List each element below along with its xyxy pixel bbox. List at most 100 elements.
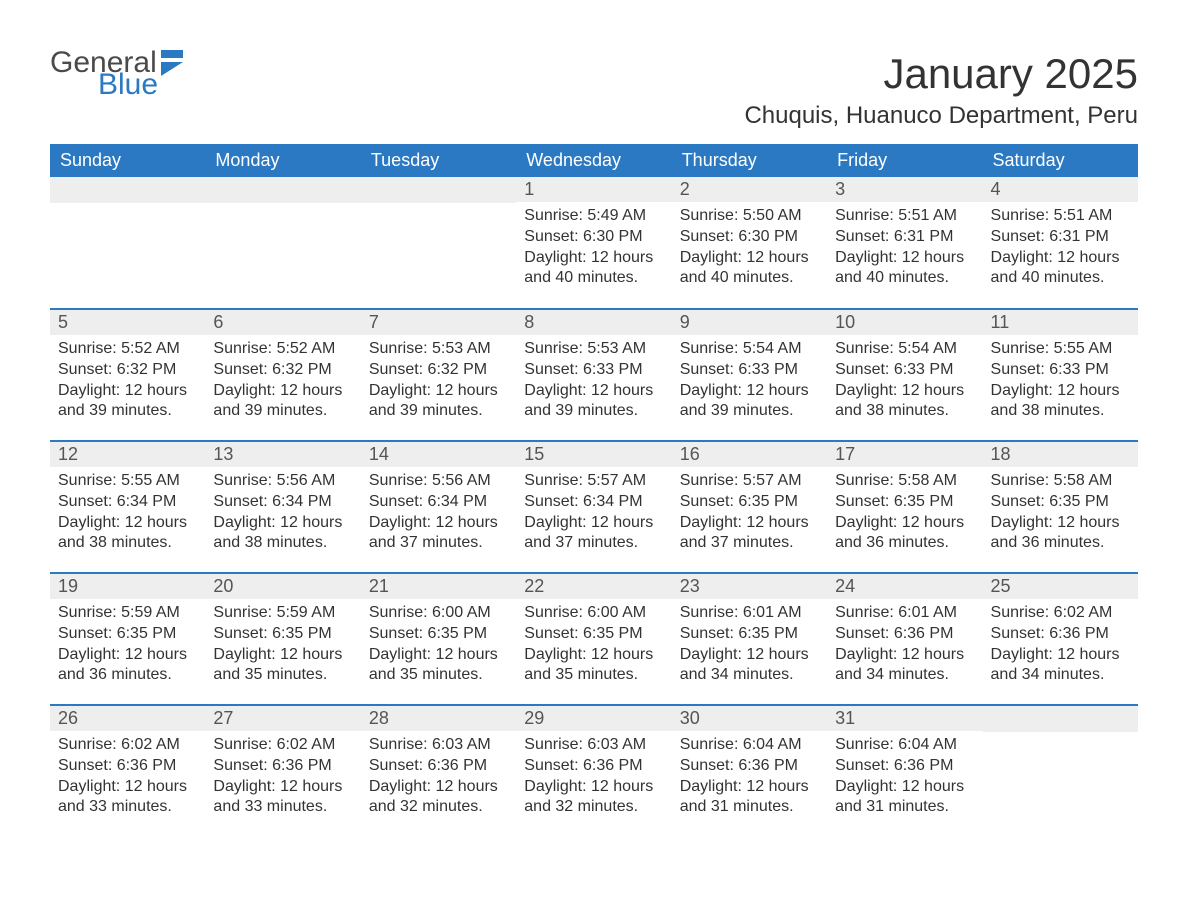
day-number: 18 <box>983 442 1138 467</box>
day-line: Sunset: 6:35 PM <box>835 492 974 513</box>
day-line: and 38 minutes. <box>213 533 352 554</box>
day-details: Sunrise: 5:59 AMSunset: 6:35 PMDaylight:… <box>50 599 205 694</box>
day-line: and 37 minutes. <box>680 533 819 554</box>
day-number: 5 <box>50 310 205 335</box>
day-line: Sunrise: 5:56 AM <box>213 471 352 492</box>
day-line: Sunset: 6:35 PM <box>680 624 819 645</box>
calendar-cell: 6Sunrise: 5:52 AMSunset: 6:32 PMDaylight… <box>205 309 360 441</box>
day-number: 29 <box>516 706 671 731</box>
day-line: Sunset: 6:35 PM <box>680 492 819 513</box>
day-line: Daylight: 12 hours <box>213 513 352 534</box>
day-number: 19 <box>50 574 205 599</box>
day-line: Sunrise: 5:55 AM <box>991 339 1130 360</box>
day-number: 20 <box>205 574 360 599</box>
day-line: Sunrise: 6:03 AM <box>369 735 508 756</box>
day-details: Sunrise: 5:53 AMSunset: 6:32 PMDaylight:… <box>361 335 516 430</box>
day-line: and 32 minutes. <box>369 797 508 818</box>
calendar-cell: 25Sunrise: 6:02 AMSunset: 6:36 PMDayligh… <box>983 573 1138 705</box>
calendar-cell: 2Sunrise: 5:50 AMSunset: 6:30 PMDaylight… <box>672 177 827 309</box>
day-line: Sunset: 6:34 PM <box>58 492 197 513</box>
day-details: Sunrise: 5:55 AMSunset: 6:34 PMDaylight:… <box>50 467 205 562</box>
day-details: Sunrise: 6:00 AMSunset: 6:35 PMDaylight:… <box>516 599 671 694</box>
day-line: Daylight: 12 hours <box>991 248 1130 269</box>
day-line: Sunrise: 5:50 AM <box>680 206 819 227</box>
calendar-cell <box>983 705 1138 837</box>
day-line: Sunset: 6:35 PM <box>58 624 197 645</box>
day-line: and 35 minutes. <box>213 665 352 686</box>
day-line: Sunset: 6:36 PM <box>369 756 508 777</box>
weekday-header: Thursday <box>672 144 827 177</box>
day-line: Sunset: 6:33 PM <box>835 360 974 381</box>
weekday-header: Wednesday <box>516 144 671 177</box>
day-details: Sunrise: 5:56 AMSunset: 6:34 PMDaylight:… <box>361 467 516 562</box>
day-line: and 38 minutes. <box>835 401 974 422</box>
day-details: Sunrise: 5:54 AMSunset: 6:33 PMDaylight:… <box>827 335 982 430</box>
day-line: and 39 minutes. <box>213 401 352 422</box>
day-line: and 35 minutes. <box>524 665 663 686</box>
day-line: Sunrise: 5:51 AM <box>991 206 1130 227</box>
day-details: Sunrise: 5:54 AMSunset: 6:33 PMDaylight:… <box>672 335 827 430</box>
calendar-cell: 15Sunrise: 5:57 AMSunset: 6:34 PMDayligh… <box>516 441 671 573</box>
calendar-cell <box>50 177 205 309</box>
day-line: and 33 minutes. <box>58 797 197 818</box>
day-line: Sunset: 6:35 PM <box>369 624 508 645</box>
day-line: Sunset: 6:35 PM <box>524 624 663 645</box>
day-line: Sunrise: 5:52 AM <box>58 339 197 360</box>
day-line: Daylight: 12 hours <box>680 645 819 666</box>
day-line: Sunset: 6:36 PM <box>680 756 819 777</box>
day-line: Daylight: 12 hours <box>213 381 352 402</box>
day-line: Daylight: 12 hours <box>680 777 819 798</box>
weekday-header: Saturday <box>983 144 1138 177</box>
day-details: Sunrise: 5:52 AMSunset: 6:32 PMDaylight:… <box>50 335 205 430</box>
calendar-table: SundayMondayTuesdayWednesdayThursdayFrid… <box>50 144 1138 837</box>
logo-word2: Blue <box>98 72 183 98</box>
calendar-cell: 10Sunrise: 5:54 AMSunset: 6:33 PMDayligh… <box>827 309 982 441</box>
day-number: 22 <box>516 574 671 599</box>
day-line: Sunrise: 5:54 AM <box>680 339 819 360</box>
day-line: Sunrise: 5:54 AM <box>835 339 974 360</box>
calendar-cell: 19Sunrise: 5:59 AMSunset: 6:35 PMDayligh… <box>50 573 205 705</box>
day-line: Sunset: 6:30 PM <box>680 227 819 248</box>
day-line: and 32 minutes. <box>524 797 663 818</box>
day-details: Sunrise: 5:58 AMSunset: 6:35 PMDaylight:… <box>983 467 1138 562</box>
day-line: Sunrise: 6:00 AM <box>524 603 663 624</box>
day-details: Sunrise: 5:57 AMSunset: 6:34 PMDaylight:… <box>516 467 671 562</box>
weekday-header: Friday <box>827 144 982 177</box>
day-line: and 34 minutes. <box>680 665 819 686</box>
day-line: Sunset: 6:36 PM <box>835 624 974 645</box>
day-line: and 31 minutes. <box>680 797 819 818</box>
day-line: Sunset: 6:33 PM <box>680 360 819 381</box>
day-line: Sunrise: 5:53 AM <box>524 339 663 360</box>
day-number: 9 <box>672 310 827 335</box>
calendar-cell: 1Sunrise: 5:49 AMSunset: 6:30 PMDaylight… <box>516 177 671 309</box>
day-line: Sunrise: 6:04 AM <box>835 735 974 756</box>
day-number: 24 <box>827 574 982 599</box>
day-line: and 40 minutes. <box>991 268 1130 289</box>
day-line: Daylight: 12 hours <box>524 513 663 534</box>
day-details: Sunrise: 6:03 AMSunset: 6:36 PMDaylight:… <box>361 731 516 826</box>
day-details: Sunrise: 5:59 AMSunset: 6:35 PMDaylight:… <box>205 599 360 694</box>
day-number: 14 <box>361 442 516 467</box>
calendar-cell: 27Sunrise: 6:02 AMSunset: 6:36 PMDayligh… <box>205 705 360 837</box>
day-line: Daylight: 12 hours <box>835 513 974 534</box>
calendar-cell <box>205 177 360 309</box>
day-line: and 39 minutes. <box>524 401 663 422</box>
day-line: Sunset: 6:32 PM <box>369 360 508 381</box>
day-details: Sunrise: 5:50 AMSunset: 6:30 PMDaylight:… <box>672 202 827 297</box>
calendar-cell: 7Sunrise: 5:53 AMSunset: 6:32 PMDaylight… <box>361 309 516 441</box>
day-line: and 40 minutes. <box>835 268 974 289</box>
day-line: and 34 minutes. <box>835 665 974 686</box>
day-details: Sunrise: 5:51 AMSunset: 6:31 PMDaylight:… <box>983 202 1138 297</box>
day-details: Sunrise: 6:04 AMSunset: 6:36 PMDaylight:… <box>827 731 982 826</box>
day-line: Sunset: 6:36 PM <box>524 756 663 777</box>
day-line: and 36 minutes. <box>835 533 974 554</box>
day-line: and 35 minutes. <box>369 665 508 686</box>
calendar-cell: 22Sunrise: 6:00 AMSunset: 6:35 PMDayligh… <box>516 573 671 705</box>
day-line: Sunrise: 5:56 AM <box>369 471 508 492</box>
day-line: Daylight: 12 hours <box>680 513 819 534</box>
day-line: and 37 minutes. <box>369 533 508 554</box>
day-details: Sunrise: 6:04 AMSunset: 6:36 PMDaylight:… <box>672 731 827 826</box>
weekday-header: Tuesday <box>361 144 516 177</box>
day-line: Daylight: 12 hours <box>369 645 508 666</box>
day-details: Sunrise: 6:00 AMSunset: 6:35 PMDaylight:… <box>361 599 516 694</box>
